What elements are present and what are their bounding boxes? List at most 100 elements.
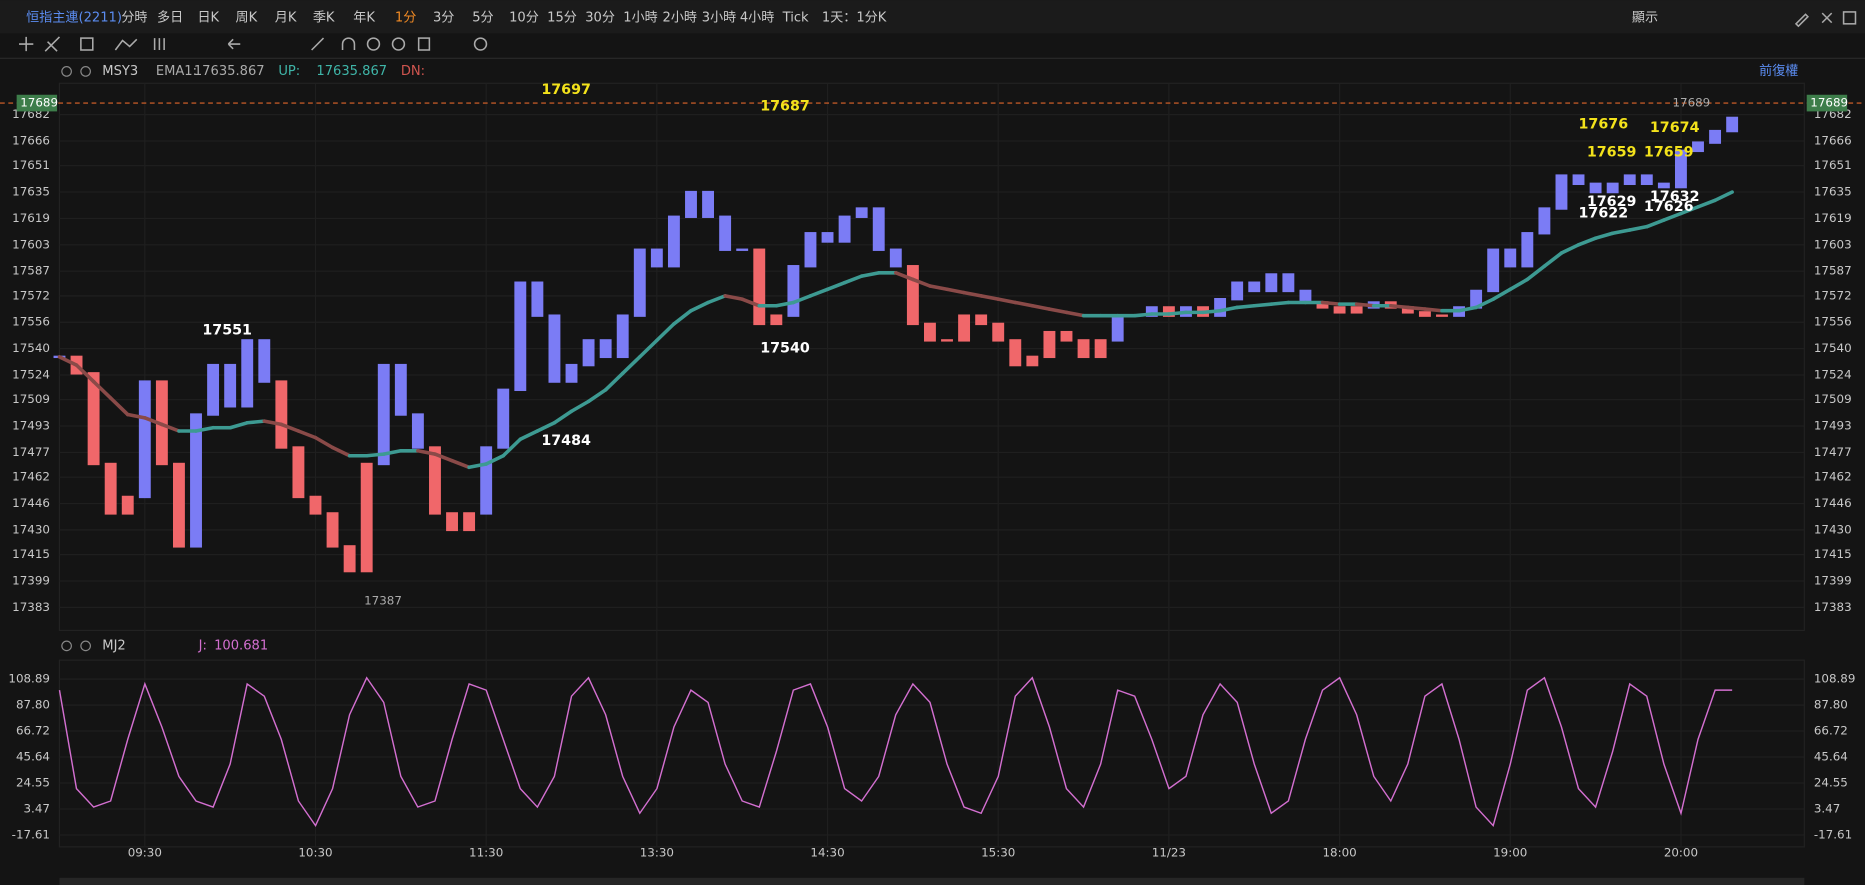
pane-icon[interactable] bbox=[61, 640, 72, 652]
period-tab[interactable]: 4小時 bbox=[740, 9, 774, 25]
candle bbox=[480, 446, 493, 515]
period-tab[interactable]: 10分 bbox=[509, 9, 539, 25]
ema-segment bbox=[1354, 302, 1376, 308]
period-tab[interactable]: 5分 bbox=[472, 9, 493, 25]
y-tick-label: 3.47 bbox=[24, 801, 50, 815]
ema-segment bbox=[1610, 228, 1632, 236]
period-tab[interactable]: 日K bbox=[197, 10, 219, 25]
period-tab[interactable]: 周K bbox=[236, 10, 258, 25]
pane-icon[interactable] bbox=[80, 640, 91, 652]
annotation: 17540 bbox=[760, 341, 810, 357]
candle bbox=[685, 190, 697, 218]
annotation: 17484 bbox=[541, 433, 591, 449]
y-tick-label-right: 17666 bbox=[1814, 133, 1852, 147]
candle bbox=[1094, 339, 1107, 359]
candle bbox=[719, 215, 732, 251]
y-tick-label-right: 17524 bbox=[1814, 367, 1852, 381]
y-tick-label: 45.64 bbox=[16, 750, 50, 764]
candle bbox=[804, 232, 817, 268]
candle bbox=[958, 314, 971, 342]
candle bbox=[1692, 141, 1704, 153]
candle bbox=[1470, 289, 1483, 309]
adjust-label[interactable]: 前復權 bbox=[1759, 62, 1798, 79]
icon-settings bbox=[473, 37, 488, 51]
candle bbox=[1709, 129, 1722, 144]
period-tab[interactable]: Tick bbox=[782, 10, 809, 25]
y-tick-label-right: 17540 bbox=[1814, 341, 1852, 355]
ema-segment bbox=[1167, 310, 1188, 316]
y-tick-label-right: 66.72 bbox=[1814, 724, 1848, 738]
icon-close bbox=[1821, 12, 1833, 24]
y-tick-label-right: 24.55 bbox=[1814, 776, 1848, 790]
icon-eye bbox=[366, 37, 381, 51]
annotation: 17629 bbox=[1587, 194, 1637, 210]
period-tab[interactable]: 3分 bbox=[433, 9, 454, 25]
icon-window bbox=[1842, 11, 1857, 25]
ema-segment bbox=[706, 294, 727, 305]
candle bbox=[1418, 311, 1431, 317]
ema-segment bbox=[296, 429, 318, 440]
ema-segment bbox=[1423, 307, 1444, 313]
symbol[interactable]: 恒指主連(2211) bbox=[26, 9, 122, 25]
candle bbox=[1487, 248, 1500, 293]
period-tab[interactable]: 年K bbox=[353, 9, 375, 25]
pane-icon[interactable] bbox=[61, 66, 72, 77]
indicator-name: MJ2 bbox=[102, 638, 125, 653]
ema-segment bbox=[911, 277, 932, 288]
icon-trash bbox=[417, 37, 431, 51]
period-tab[interactable]: 3小時 bbox=[702, 9, 736, 25]
ema-segment bbox=[1064, 310, 1086, 318]
icon-line bbox=[44, 36, 61, 52]
annotation: 17697 bbox=[541, 82, 591, 98]
period-tab[interactable]: 15分 bbox=[547, 9, 577, 25]
ema-segment bbox=[1491, 287, 1513, 301]
ema-segment bbox=[91, 379, 113, 400]
ema-segment bbox=[279, 422, 301, 433]
period-tab[interactable]: 30分 bbox=[585, 9, 615, 25]
ema-segment bbox=[381, 449, 403, 456]
y-tick-label: 17399 bbox=[12, 573, 50, 587]
candle bbox=[138, 380, 151, 499]
ema-segment bbox=[313, 435, 335, 450]
y-tick-label-right: 17477 bbox=[1814, 445, 1852, 459]
candle bbox=[770, 314, 783, 326]
ema-segment bbox=[1559, 243, 1581, 255]
y-tick-label-right: 17603 bbox=[1814, 237, 1852, 251]
ema-segment bbox=[1132, 312, 1154, 318]
ema-segment bbox=[723, 294, 744, 301]
legend-value: 17635.867 bbox=[194, 64, 265, 79]
period-tab[interactable]: 多日 bbox=[157, 8, 183, 25]
period-tab[interactable]: 分時 bbox=[121, 9, 147, 25]
annotation: 17622 bbox=[1579, 205, 1629, 221]
period-tab[interactable]: 季K bbox=[313, 9, 335, 25]
candle bbox=[753, 248, 766, 326]
period-tab[interactable]: 1分 bbox=[395, 9, 416, 25]
candle bbox=[1077, 339, 1090, 359]
candle bbox=[1606, 182, 1619, 194]
ema-segment bbox=[655, 322, 676, 343]
pane-icon[interactable] bbox=[80, 66, 91, 77]
price-tag-label: 17689 bbox=[20, 96, 58, 110]
period-tab[interactable]: 1小時 bbox=[623, 9, 657, 25]
candle bbox=[224, 363, 237, 408]
x-tick-label: 13:30 bbox=[640, 845, 674, 859]
candle bbox=[258, 339, 271, 383]
candle bbox=[1589, 182, 1602, 194]
x-tick-label: 18:00 bbox=[1322, 845, 1356, 859]
y-tick-label-right: 17415 bbox=[1814, 547, 1852, 561]
display-menu[interactable]: 顯示 bbox=[1632, 10, 1658, 25]
candle bbox=[1504, 248, 1517, 268]
y-tick-label: 24.55 bbox=[16, 776, 50, 790]
y-tick-label-right: 17383 bbox=[1814, 600, 1852, 614]
ema-segment bbox=[791, 294, 813, 305]
legend-label: EMA1: bbox=[156, 64, 197, 79]
period-tab[interactable]: 月K bbox=[275, 10, 297, 25]
ema-segment bbox=[57, 355, 79, 367]
candle bbox=[429, 446, 441, 515]
interval-menu[interactable]: 1天：1分K bbox=[822, 9, 887, 25]
y-tick-label: 17651 bbox=[12, 158, 50, 172]
period-tab[interactable]: 2小時 bbox=[663, 9, 697, 25]
ema-segment bbox=[1627, 224, 1649, 232]
y-tick-label-right: 17493 bbox=[1814, 419, 1852, 433]
